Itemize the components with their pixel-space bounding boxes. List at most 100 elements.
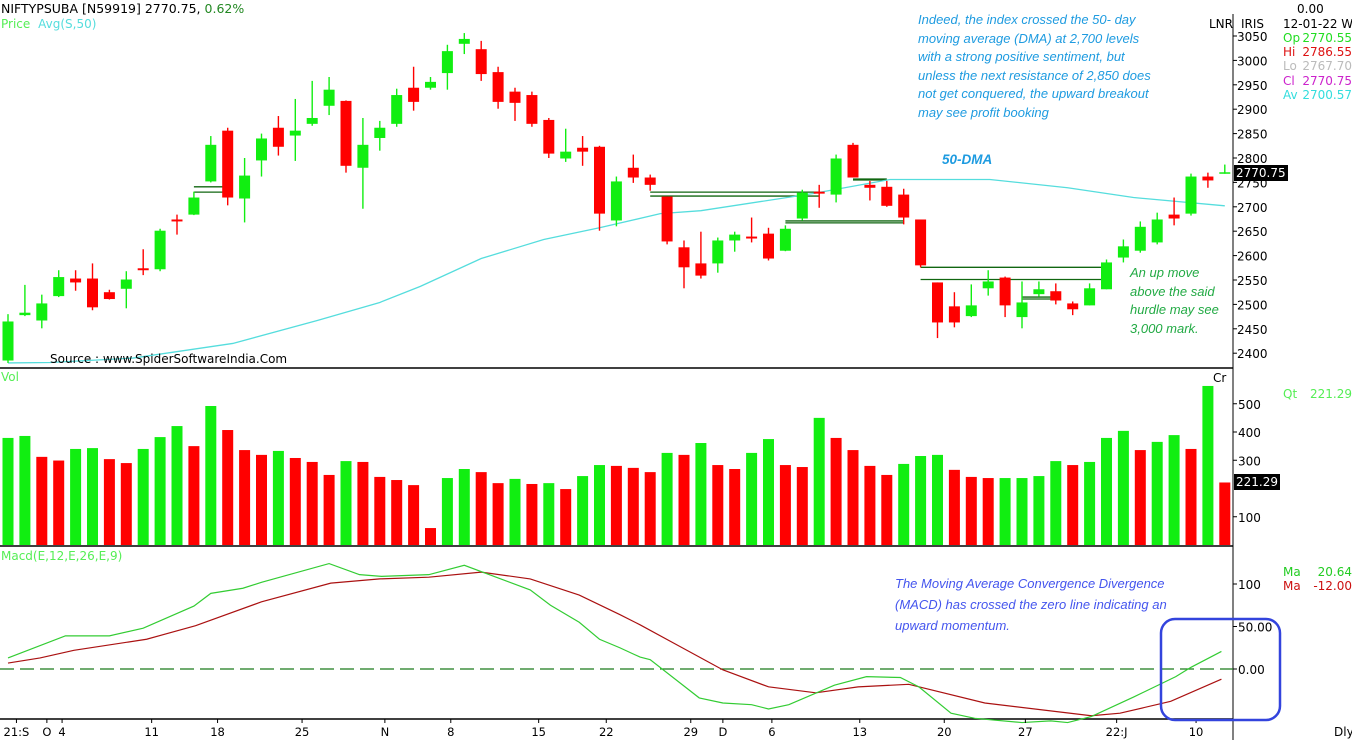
macd-value-row: Ma -12.00	[1283, 579, 1352, 593]
price-axis: 3050300029502900285028002750270026502600…	[1233, 30, 1268, 361]
candle	[239, 158, 251, 223]
annotation-line: not get conquered, the upward breakout	[918, 86, 1149, 101]
candle-body	[678, 247, 690, 268]
volume-bar	[441, 478, 453, 545]
volume-bar	[1101, 437, 1112, 545]
volume-info: Qt 221.29	[1283, 387, 1352, 401]
volume-bar	[1050, 461, 1062, 545]
ohlc-row-value: 2700.57	[1302, 87, 1352, 102]
x-tick-label: 6	[768, 725, 775, 739]
macd-value-row-value: 20.64	[1317, 565, 1352, 579]
volume-bar	[813, 417, 825, 545]
candle	[306, 80, 318, 126]
candle-body	[1185, 176, 1197, 214]
ohlc-row-label: Cl	[1283, 73, 1295, 88]
volume-bar	[594, 465, 605, 545]
volume-bar	[357, 461, 369, 545]
candle	[357, 117, 369, 209]
volume-bar	[898, 463, 910, 545]
current-volume-marker: 221.29	[1234, 474, 1280, 490]
volume-bar	[1219, 482, 1231, 545]
candle-body	[458, 38, 470, 44]
candle	[188, 191, 200, 216]
volume-bar	[340, 461, 352, 545]
candle	[1168, 197, 1180, 226]
candle	[87, 263, 98, 311]
volume-bar	[87, 448, 98, 545]
candle-body	[560, 151, 572, 159]
candle	[1151, 212, 1163, 245]
candle-body	[729, 234, 741, 241]
ohlc-row-label: Hi	[1283, 45, 1296, 60]
candle	[763, 227, 774, 261]
candle-body	[1219, 172, 1231, 174]
volume-bar	[746, 452, 758, 545]
volume-bar	[239, 450, 251, 545]
iris-label[interactable]: IRIS	[1241, 17, 1265, 31]
candle	[948, 292, 960, 328]
price-tick-label: 2800	[1237, 152, 1268, 166]
candle-body	[1134, 226, 1146, 251]
volume-bar	[915, 456, 927, 545]
lnr-label[interactable]: LNR	[1209, 17, 1233, 31]
period-label[interactable]: Dly	[1334, 725, 1352, 739]
volume-bar	[1016, 478, 1028, 545]
price-tick-label: 2600	[1237, 250, 1268, 264]
volume-bar	[763, 439, 774, 545]
info-date: 12-01-22 We	[1283, 17, 1352, 31]
candle-body	[796, 192, 808, 219]
annotation-line: with a strong positive sentiment, but	[918, 49, 1125, 64]
volume-bar	[610, 465, 622, 545]
volume-bar	[1084, 461, 1096, 545]
candle	[222, 127, 234, 206]
candle	[137, 249, 149, 276]
volume-bar	[492, 483, 504, 545]
volume-tick-label: 400	[1238, 426, 1261, 440]
candle-body	[70, 278, 82, 283]
volume-bar	[188, 446, 200, 545]
volume-bar	[509, 478, 521, 545]
candle-body	[340, 100, 352, 166]
volume-bar	[1117, 430, 1129, 545]
candle-body	[475, 49, 487, 75]
volume-bar	[627, 467, 639, 545]
price-tick-label: 2450	[1237, 323, 1268, 337]
candle	[36, 294, 48, 329]
annotation-line: may see profit booking	[918, 104, 1049, 120]
candle	[830, 154, 842, 203]
ohlc-row: Op 2770.55	[1283, 31, 1352, 45]
annotation-line: Indeed, the index crossed the 50- day	[918, 12, 1136, 27]
ohlc-row-value: 2770.55	[1302, 31, 1352, 45]
candle	[932, 282, 943, 339]
candle	[594, 145, 605, 231]
candle-body	[982, 281, 994, 289]
x-tick-label: 21:S	[4, 725, 30, 739]
dma-commentary: Indeed, the index crossed the 50- day mov…	[918, 11, 1151, 122]
ohlc-row: Cl 2770.75	[1283, 74, 1352, 88]
candle	[492, 66, 504, 109]
volume-bar	[560, 489, 572, 545]
macd-tick-label: 0.00	[1238, 663, 1265, 677]
x-tick-label: 29	[683, 725, 698, 739]
volume-bar	[678, 454, 690, 545]
candle	[441, 44, 453, 90]
candle	[982, 270, 994, 296]
volume-bar	[205, 406, 217, 545]
candle	[627, 154, 639, 183]
volume-bar	[374, 476, 386, 545]
price-tick-label: 2900	[1237, 103, 1268, 117]
candle	[70, 270, 82, 291]
candle-body	[915, 219, 927, 266]
volume-bar	[323, 474, 335, 545]
dma-label: 50-DMA	[942, 152, 993, 167]
current-price-marker: 2770.75	[1234, 165, 1288, 181]
last-price: 2770.75,	[144, 1, 201, 16]
candle-body	[830, 158, 842, 195]
volume-bar	[154, 437, 166, 545]
candle-body	[1033, 289, 1045, 295]
volume-info-value: 221.29	[1310, 387, 1352, 401]
candle-body	[712, 240, 724, 264]
volume-bar	[982, 478, 994, 545]
candle-body	[239, 175, 251, 199]
